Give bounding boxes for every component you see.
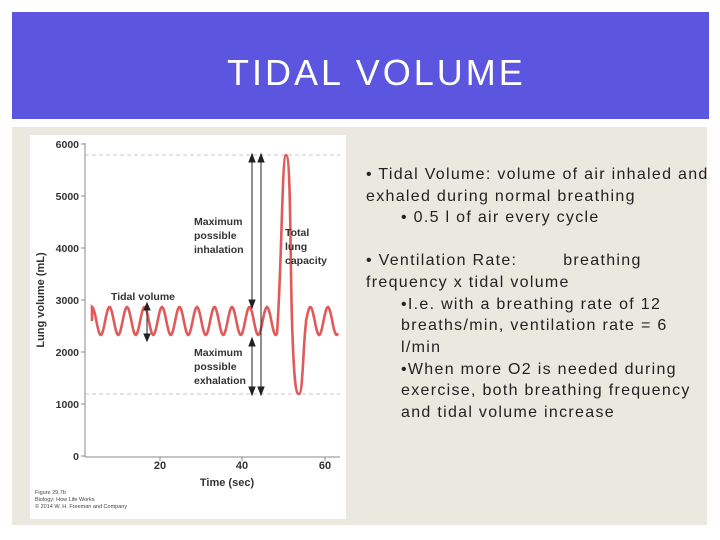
max-exhalation-label-2: possible <box>194 361 237 373</box>
y-tick-4000: 4000 <box>56 243 80 255</box>
breathing-curve <box>90 153 340 396</box>
y-tick-2000: 2000 <box>56 347 80 359</box>
arrow-head-icon <box>248 299 256 310</box>
total-capacity-label-3: capacity <box>285 255 327 267</box>
measurement-arrows <box>143 152 265 397</box>
sub-bullet-example: •I.e. with a breathing rate of 12 breath… <box>401 295 668 356</box>
y-axis-label: Lung volume (mL) <box>35 252 47 348</box>
x-tick-40: 40 <box>236 460 248 472</box>
figure-credit: Figure 29.7b Biology: How Life Works © 2… <box>35 490 127 511</box>
x-axis-label: Time (sec) <box>200 477 255 489</box>
max-exhalation-label-1: Maximum <box>194 347 242 359</box>
slide-title: TIDAL VOLUME <box>227 52 526 93</box>
figure-source: Biology: How Life Works <box>35 497 95 503</box>
arrow-head-icon <box>248 386 256 397</box>
title-bar: TIDAL VOLUME <box>12 12 709 119</box>
max-inhalation-label-2: possible <box>194 230 237 242</box>
y-tick-3000: 3000 <box>56 295 80 307</box>
arrow-head-icon <box>257 152 265 163</box>
x-tick-60: 60 <box>319 460 331 472</box>
figure-copyright: © 2014 W. H. Freeman and Company <box>35 504 128 510</box>
x-tick-20: 20 <box>154 460 166 472</box>
tidal-volume-label: Tidal volume <box>111 291 175 303</box>
max-inhalation-label-3: inhalation <box>194 244 244 256</box>
total-capacity-label-1: Total <box>285 227 309 239</box>
lung-volume-diagram: 6000 5000 4000 3000 2000 1000 0 20 40 60… <box>35 139 340 489</box>
y-tick-marks <box>81 143 85 457</box>
arrow-head-icon <box>248 336 256 347</box>
bullet-ventilation-rate: • Ventilation Rate: breathing frequency … <box>366 252 648 291</box>
y-tick-5000: 5000 <box>56 191 80 203</box>
sub-bullet-per-cycle: • 0.5 l of air every cycle <box>401 209 600 227</box>
total-capacity-label-2: lung <box>285 241 307 253</box>
y-tick-6000: 6000 <box>56 139 80 151</box>
figure-number: Figure 29.7b <box>35 490 66 496</box>
bullet-list: • Tidal Volume: volume of air inhaled an… <box>366 164 711 424</box>
bullet-tidal-volume: • Tidal Volume: volume of air inhaled an… <box>366 166 709 205</box>
x-tick-marks <box>159 457 326 461</box>
sub-bullet-exercise: •When more O2 is needed during exercise,… <box>401 360 691 422</box>
arrow-head-icon <box>143 301 151 311</box>
y-tick-0: 0 <box>73 451 79 463</box>
arrow-head-icon <box>248 152 256 163</box>
max-inhalation-label-1: Maximum <box>194 216 242 228</box>
y-tick-1000: 1000 <box>56 399 80 411</box>
arrow-head-icon <box>257 386 265 397</box>
lung-volume-figure: 6000 5000 4000 3000 2000 1000 0 20 40 60… <box>30 135 346 519</box>
max-exhalation-label-3: exhalation <box>194 375 246 387</box>
arrow-head-icon <box>143 333 151 343</box>
